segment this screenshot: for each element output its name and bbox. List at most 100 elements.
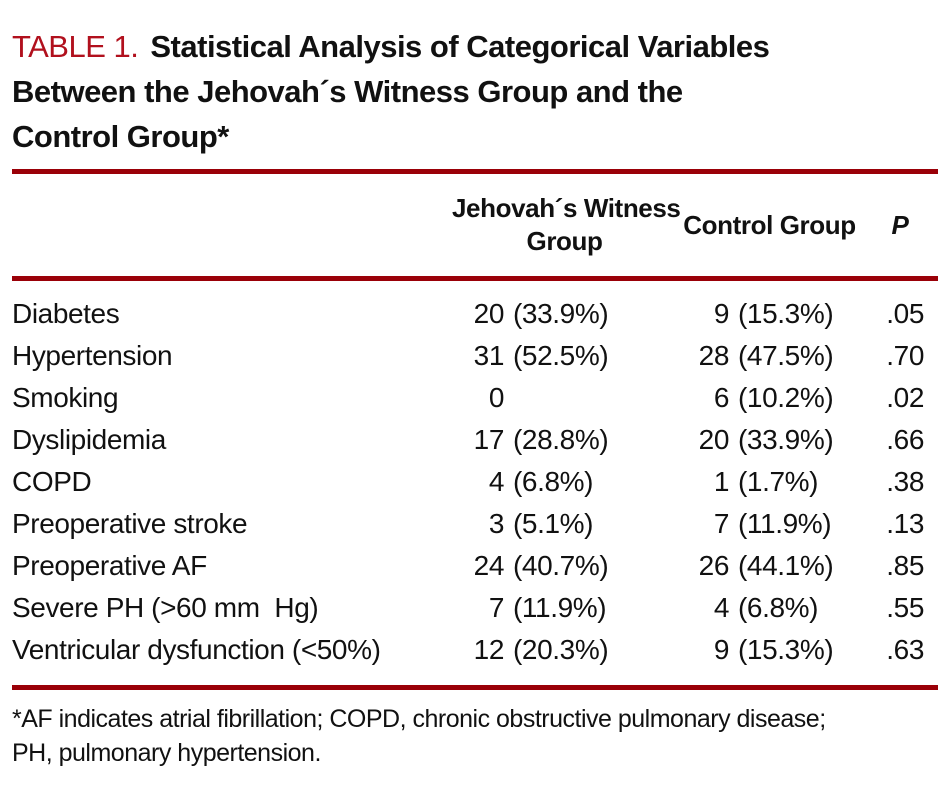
- row-label: Severe PH (>60 mm Hg): [12, 592, 319, 623]
- p-value: .63: [886, 634, 924, 665]
- jw-value: 12 (20.3%): [452, 634, 677, 666]
- row-label: Hypertension: [12, 340, 173, 371]
- table-row-smoking: Smoking 0 6 (10.2%) .02: [12, 377, 938, 419]
- jw-count: 3: [488, 508, 505, 539]
- jw-count: 31: [473, 340, 505, 371]
- table-row-diabetes: Diabetes 20 (33.9%) 9 (15.3%) .05: [12, 293, 938, 335]
- jw-value: 0: [452, 382, 677, 414]
- control-count: 20: [698, 424, 730, 455]
- jw-percent: (5.1%): [513, 508, 594, 539]
- row-label: Preoperative stroke: [12, 508, 248, 539]
- jw-value: 24 (40.7%): [452, 550, 677, 582]
- jw-percent: (11.9%): [513, 592, 607, 623]
- control-percent: (1.7%): [738, 466, 819, 497]
- control-value: 1 (1.7%): [677, 466, 862, 498]
- control-value: 26 (44.1%): [677, 550, 862, 582]
- jw-percent: (33.9%): [513, 298, 609, 329]
- control-percent: (15.3%): [738, 298, 834, 329]
- jw-count: 17: [473, 424, 505, 455]
- row-label: Preoperative AF: [12, 550, 207, 581]
- control-value: 9 (15.3%): [677, 634, 862, 666]
- p-value: .38: [886, 466, 924, 497]
- p-value: .13: [886, 508, 924, 539]
- header-jw-group-line-2: Group: [526, 226, 603, 256]
- control-count: 28: [698, 340, 730, 371]
- control-percent: (33.9%): [738, 424, 834, 455]
- control-count: 26: [698, 550, 730, 581]
- rule-bottom: [12, 685, 938, 690]
- p-value: .85: [886, 550, 924, 581]
- table-row-ventricular-dysfunction: Ventricular dysfunction (<50%) 12 (20.3%)…: [12, 629, 938, 671]
- jw-value: 31 (52.5%): [452, 340, 677, 372]
- jw-percent: (40.7%): [513, 550, 609, 581]
- control-count: 9: [713, 298, 730, 329]
- control-value: 20 (33.9%): [677, 424, 862, 456]
- table-row-severe-ph: Severe PH (>60 mm Hg) 7 (11.9%) 4 (6.8%) .…: [12, 587, 938, 629]
- jw-count: 20: [473, 298, 505, 329]
- control-count: 9: [713, 634, 730, 665]
- table-row-preoperative-af: Preoperative AF 24 (40.7%) 26 (44.1%) .85: [12, 545, 938, 587]
- control-percent: (10.2%): [738, 382, 834, 413]
- table-row-copd: COPD 4 (6.8%) 1 (1.7%) .38: [12, 461, 938, 503]
- control-percent: (44.1%): [738, 550, 834, 581]
- table-header-row: Jehovah´s Witness Group Control Group P: [12, 174, 938, 276]
- jw-percent: (20.3%): [513, 634, 609, 665]
- control-count: 4: [713, 592, 730, 623]
- rule-header-bottom: [12, 276, 938, 281]
- control-value: 6 (10.2%): [677, 382, 862, 414]
- control-count: 6: [713, 382, 730, 413]
- table-number-label: TABLE 1.: [12, 29, 139, 64]
- jw-value: 17 (28.8%): [452, 424, 677, 456]
- row-label: COPD: [12, 466, 92, 497]
- jw-count: 7: [488, 592, 505, 623]
- jw-count: 12: [473, 634, 505, 665]
- jw-percent: (52.5%): [513, 340, 609, 371]
- p-value: .70: [886, 340, 924, 371]
- table-body: Diabetes 20 (33.9%) 9 (15.3%) .05 Hyperten…: [12, 281, 938, 685]
- jw-count: 0: [488, 382, 505, 413]
- p-value: .66: [886, 424, 924, 455]
- header-jw-group: Jehovah´s Witness Group: [452, 192, 681, 258]
- control-percent: (15.3%): [738, 634, 834, 665]
- jw-value: 20 (33.9%): [452, 298, 677, 330]
- table-title-line-3: Control Group*: [12, 119, 229, 154]
- table-row-hypertension: Hypertension 31 (52.5%) 28 (47.5%) .70: [12, 335, 938, 377]
- control-count: 1: [713, 466, 730, 497]
- p-value: .55: [886, 592, 924, 623]
- table-title-text: Statistical Analysis of Categorical Vari…: [150, 29, 770, 64]
- header-control-group: Control Group: [683, 209, 856, 240]
- footnote-line-1: *AF indicates atrial fibrillation; COPD,…: [12, 705, 826, 733]
- table-row-dyslipidemia: Dyslipidemia 17 (28.8%) 20 (33.9%) .66: [12, 419, 938, 461]
- jw-value: 4 (6.8%): [452, 466, 677, 498]
- jw-value: 7 (11.9%): [452, 592, 677, 624]
- row-label: Diabetes: [12, 298, 120, 329]
- control-value: 28 (47.5%): [677, 340, 862, 372]
- jw-percent: (6.8%): [513, 466, 594, 497]
- p-value: .02: [886, 382, 924, 413]
- jw-percent: (28.8%): [513, 424, 609, 455]
- jw-count: 4: [488, 466, 505, 497]
- footnote-line-2: PH, pulmonary hypertension.: [12, 739, 321, 767]
- control-value: 9 (15.3%): [677, 298, 862, 330]
- jw-value: 3 (5.1%): [452, 508, 677, 540]
- table-title-line-1: TABLE 1. Statistical Analysis of Categori…: [12, 24, 938, 69]
- table-title-line-2: Between the Jehovah´s Witness Group and …: [12, 74, 683, 109]
- header-jw-group-line-1: Jehovah´s Witness: [452, 193, 681, 223]
- row-label: Smoking: [12, 382, 119, 413]
- row-label: Ventricular dysfunction (<50%): [12, 634, 381, 665]
- table-title: TABLE 1. Statistical Analysis of Categori…: [12, 24, 938, 159]
- control-value: 7 (11.9%): [677, 508, 862, 540]
- table-row-preoperative-stroke: Preoperative stroke 3 (5.1%) 7 (11.9%) .13: [12, 503, 938, 545]
- row-label: Dyslipidemia: [12, 424, 166, 455]
- header-p-value: P: [891, 209, 909, 240]
- jw-count: 24: [473, 550, 505, 581]
- p-value: .05: [886, 298, 924, 329]
- control-count: 7: [713, 508, 730, 539]
- control-percent: (11.9%): [738, 508, 832, 539]
- control-percent: (47.5%): [738, 340, 834, 371]
- control-percent: (6.8%): [738, 592, 819, 623]
- table-footnote: *AF indicates atrial fibrillation; COPD,…: [12, 690, 938, 770]
- control-value: 4 (6.8%): [677, 592, 862, 624]
- rule-top: [12, 169, 938, 174]
